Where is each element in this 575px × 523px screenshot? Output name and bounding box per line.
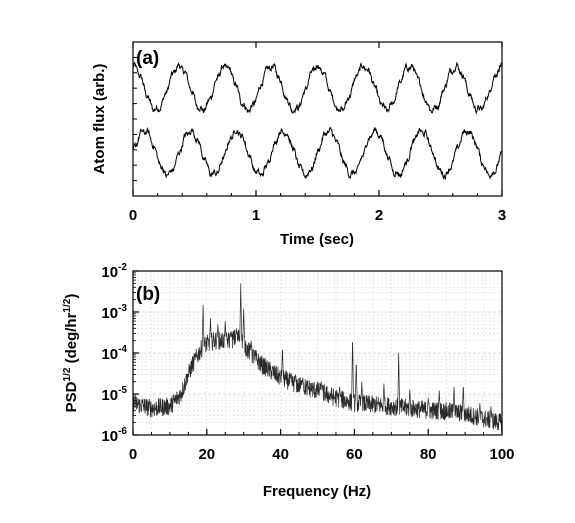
panel-b-x-axis-label: Frequency (Hz) xyxy=(263,483,371,500)
panel-a-x-tick-label: 0 xyxy=(129,207,137,224)
flux-trace-1 xyxy=(132,61,503,115)
panel-a-x-tick-label: 3 xyxy=(498,207,506,224)
panel-b-x-tick-label: 40 xyxy=(272,446,289,463)
panel-a-x-tick-label: 1 xyxy=(252,207,260,224)
panel-b-x-tick-label: 20 xyxy=(198,446,215,463)
panel-b-y-tick-label: 10-3 xyxy=(101,303,127,322)
panel-b-y-tick-label: 10-5 xyxy=(101,385,127,404)
panel-a: 0 1 2 3 (a) Time (sec) Atom flux (arb.) xyxy=(91,41,506,248)
panel-b-x-tick-label: 100 xyxy=(489,446,514,463)
psd-spectrum xyxy=(132,283,503,432)
panel-a-x-axis-label: Time (sec) xyxy=(280,231,354,248)
panel-a-y-axis-label: Atom flux (arb.) xyxy=(91,64,108,175)
panel-b-x-tick-label: 80 xyxy=(420,446,437,463)
panel-b-y-tick-label: 10-2 xyxy=(101,262,127,281)
panel-b: 0 20 40 60 80 100 10-6 10-5 10-4 10-3 10-2 (b) Fr… xyxy=(62,262,515,500)
panel-b-y-tick-label: 10-6 xyxy=(101,426,127,445)
panel-b-label: (b) xyxy=(136,284,160,305)
panel-b-x-tick-label: 0 xyxy=(129,446,137,463)
panel-a-x-tick-label: 2 xyxy=(375,207,383,224)
panel-b-x-tick-label: 60 xyxy=(346,446,363,463)
panel-a-label: (a) xyxy=(136,48,159,69)
panel-b-y-axis-label: PSD1/2 (deg/hr1/2) xyxy=(62,294,80,413)
flux-trace-2 xyxy=(132,126,503,180)
panel-b-y-tick-label: 10-4 xyxy=(101,344,127,363)
